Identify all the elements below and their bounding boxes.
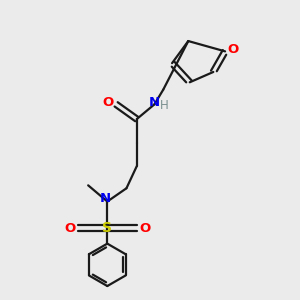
Text: N: N <box>149 95 160 109</box>
Text: O: O <box>64 221 75 235</box>
Text: O: O <box>140 221 151 235</box>
Text: H: H <box>160 99 169 112</box>
Text: S: S <box>102 221 112 235</box>
Text: N: N <box>99 192 110 205</box>
Text: O: O <box>228 44 239 56</box>
Text: O: O <box>102 96 113 110</box>
